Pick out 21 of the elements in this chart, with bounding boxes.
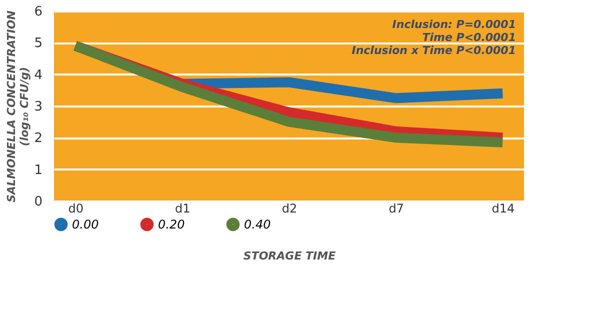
y-tick-label: 3 bbox=[34, 100, 42, 114]
x-tick-label: d1 bbox=[175, 202, 190, 216]
y-tick-label: 5 bbox=[34, 36, 42, 52]
legend-label: 0.00 bbox=[72, 217, 100, 232]
y-tick-label: 2 bbox=[34, 131, 42, 146]
annotation: Inclusion: P=0.0001 bbox=[392, 18, 516, 31]
x-axis-title: STORAGE TIME bbox=[243, 250, 336, 262]
y-tick-label: 1 bbox=[34, 162, 42, 178]
annotation: Time P<0.0001 bbox=[422, 31, 516, 44]
y-tick-label: 6 bbox=[34, 4, 42, 20]
x-tick-label: d2 bbox=[282, 202, 298, 216]
x-tick-label: d7 bbox=[388, 202, 404, 216]
legend-label: 0.20 bbox=[158, 217, 186, 232]
annotation: Inclusion x Time P<0.0001 bbox=[352, 44, 516, 57]
x-tick-label: d0 bbox=[68, 202, 84, 216]
y-tick-label: 0 bbox=[34, 194, 42, 210]
text: (log₁₀ CFU/g) bbox=[18, 66, 32, 146]
x-tick-label: d14 bbox=[492, 202, 515, 216]
legend-label: 0.40 bbox=[244, 217, 272, 232]
text: SALMONELLA CONCENTRATION bbox=[5, 10, 18, 202]
y-tick-label: 4 bbox=[34, 68, 42, 83]
